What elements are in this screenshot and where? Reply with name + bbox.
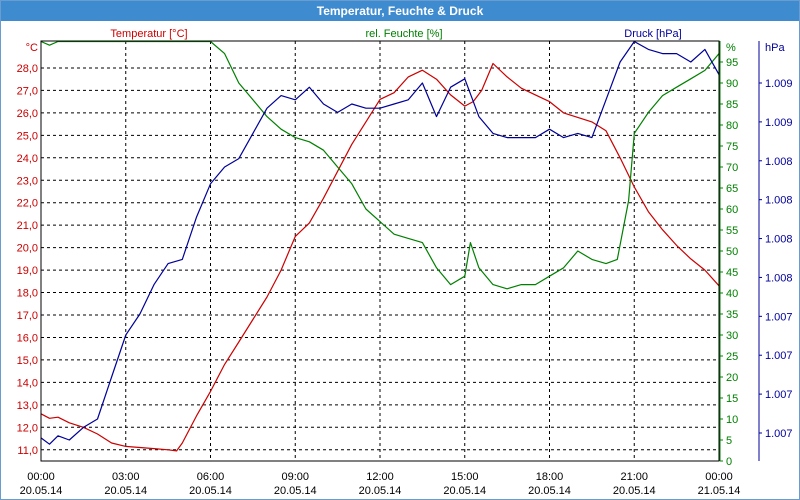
x-tick-label-time: 12:00 — [366, 471, 394, 483]
x-tick-label-time: 09:00 — [281, 471, 309, 483]
pressure-tick-label: 1.007 — [765, 311, 793, 323]
x-tick-label-date: 20.05.14 — [528, 485, 571, 497]
humidity-tick-label: 60 — [726, 204, 738, 216]
temperature-tick-label: 18,0 — [17, 288, 38, 300]
temperature-tick-label: 13,0 — [17, 400, 38, 412]
x-tick-label-time: 15:00 — [451, 471, 479, 483]
temperature-axis-title: Temperatur [°C] — [110, 28, 187, 40]
temperature-tick-label: 17,0 — [17, 310, 38, 322]
x-tick-label-time: 06:00 — [197, 471, 225, 483]
x-tick-label-time: 03:00 — [112, 471, 140, 483]
humidity-tick-label: 50 — [726, 246, 738, 258]
humidity-tick-label: 80 — [726, 120, 738, 132]
temperature-tick-label: 19,0 — [17, 265, 38, 277]
axes: 00:00 20.05.14 03:00 20.05.14 06:00 20.05.14 0… — [17, 28, 793, 497]
humidity-tick-label: 10 — [726, 414, 738, 426]
grid — [41, 41, 719, 461]
temperature-tick-label: 21,0 — [17, 220, 38, 232]
humidity-tick-label: 40 — [726, 288, 738, 300]
pressure-tick-label: 1.007 — [765, 428, 793, 440]
humidity-tick-label: 35 — [726, 309, 738, 321]
plot-area-frame — [40, 40, 720, 462]
pressure-tick-label: 1.009 — [765, 78, 793, 90]
pressure-tick-label: 1.008 — [765, 156, 793, 168]
humidity-tick-label: 95 — [726, 57, 738, 69]
humidity-tick-label: 0 — [726, 456, 732, 468]
pressure-unit-label: hPa — [765, 42, 785, 54]
x-tick-label-date: 20.05.14 — [104, 485, 147, 497]
humidity-tick-label: 15 — [726, 393, 738, 405]
x-tick-label-time: 21:00 — [620, 471, 648, 483]
humidity-tick-label: 70 — [726, 162, 738, 174]
temperature-tick-label: 23,0 — [17, 175, 38, 187]
temperature-tick-label: 12,0 — [17, 422, 38, 434]
x-tick-label-time: 00:00 — [27, 471, 55, 483]
humidity-axis-title: rel. Feuchte [%] — [365, 28, 442, 40]
pressure-tick-label: 1.007 — [765, 389, 793, 401]
pressure-tick-label: 1.007 — [765, 350, 793, 362]
title-bar: Temperatur, Feuchte & Druck — [1, 1, 799, 21]
humidity-tick-label: 90 — [726, 78, 738, 90]
temperature-tick-label: 22,0 — [17, 198, 38, 210]
temperature-tick-label: 27,0 — [17, 85, 38, 97]
x-tick-label-date: 21.05.14 — [698, 485, 741, 497]
humidity-tick-label: 5 — [726, 435, 732, 447]
x-tick-label-time: 00:00 — [705, 471, 733, 483]
temperature-tick-label: 16,0 — [17, 332, 38, 344]
temperature-tick-label: 25,0 — [17, 130, 38, 142]
x-tick-label-date: 20.05.14 — [189, 485, 232, 497]
x-tick-label-date: 20.05.14 — [20, 485, 63, 497]
pressure-series-line — [40, 40, 720, 445]
temperature-series-line — [40, 62, 720, 452]
temperature-tick-label: 20,0 — [17, 243, 38, 255]
x-tick-label-date: 20.05.14 — [359, 485, 402, 497]
x-tick-label-date: 20.05.14 — [613, 485, 656, 497]
humidity-tick-label: 25 — [726, 351, 738, 363]
window-title: Temperatur, Feuchte & Druck — [316, 4, 484, 18]
temperature-tick-label: 24,0 — [17, 153, 38, 165]
humidity-tick-label: 45 — [726, 267, 738, 279]
temperature-unit-label: °C — [26, 42, 38, 54]
temperature-tick-label: 14,0 — [17, 377, 38, 389]
pressure-tick-label: 1.008 — [765, 272, 793, 284]
pressure-tick-label: 1.009 — [765, 117, 793, 129]
pressure-tick-label: 1.008 — [765, 234, 793, 246]
humidity-unit-label: % — [726, 42, 736, 54]
pressure-tick-label: 1.008 — [765, 195, 793, 207]
pressure-axis-title: Druck [hPa] — [624, 28, 681, 40]
x-tick-label-date: 20.05.14 — [443, 485, 486, 497]
x-tick-label-time: 18:00 — [536, 471, 564, 483]
humidity-tick-label: 85 — [726, 99, 738, 111]
humidity-tick-label: 65 — [726, 183, 738, 195]
temperature-tick-label: 15,0 — [17, 355, 38, 367]
temperature-tick-label: 28,0 — [17, 63, 38, 75]
humidity-tick-label: 75 — [726, 141, 738, 153]
humidity-tick-label: 30 — [726, 330, 738, 342]
temperature-tick-label: 11,0 — [17, 445, 38, 457]
temperature-tick-label: 26,0 — [17, 108, 38, 120]
x-tick-label-date: 20.05.14 — [274, 485, 317, 497]
humidity-tick-label: 20 — [726, 372, 738, 384]
humidity-tick-label: 55 — [726, 225, 738, 237]
